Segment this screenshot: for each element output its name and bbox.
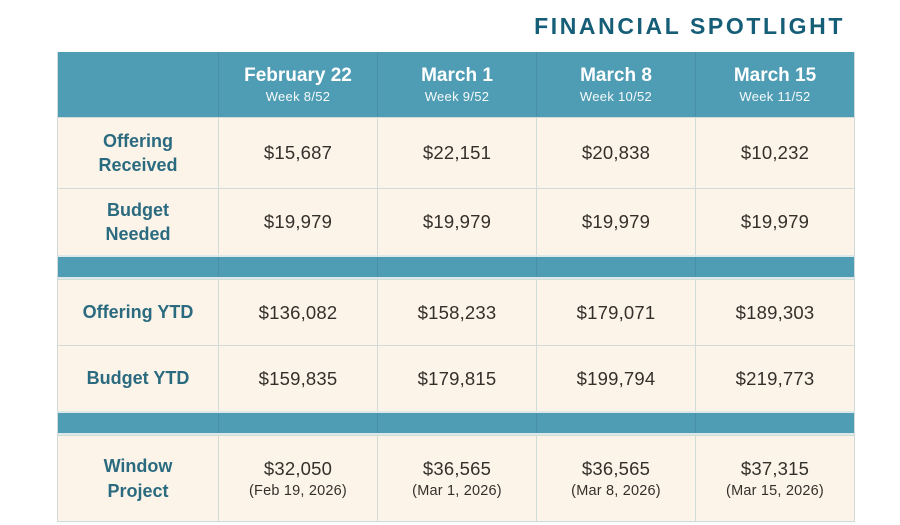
- table-cell: $19,979: [695, 189, 854, 255]
- table-row-offering-ytd: Offering YTD $136,082 $158,233 $179,071 …: [58, 279, 854, 345]
- column-header-mar-1: March 1 Week 9/52: [377, 52, 536, 117]
- table-row-budget-ytd: Budget YTD $159,835 $179,815 $199,794 $2…: [58, 345, 854, 411]
- table-header-row: February 22 Week 8/52 March 1 Week 9/52 …: [58, 52, 854, 117]
- table-cell: $15,687: [218, 118, 377, 188]
- cell-date: (Feb 19, 2026): [249, 483, 347, 499]
- column-header-mar-15: March 15 Week 11/52: [695, 52, 854, 117]
- table-cell: $10,232: [695, 118, 854, 188]
- table-row-window-project: Window Project $32,050 (Feb 19, 2026) $3…: [58, 435, 854, 521]
- table-cell: $32,050 (Feb 19, 2026): [218, 436, 377, 521]
- column-header-date: March 15: [733, 64, 817, 86]
- cell-amount: $37,315: [740, 458, 810, 479]
- column-header-week: Week 11/52: [739, 89, 811, 105]
- table-cell: $19,979: [536, 189, 695, 255]
- section-separator: [58, 411, 854, 435]
- table-cell: $22,151: [377, 118, 536, 188]
- table-cell: $158,233: [377, 280, 536, 345]
- cell-date: (Mar 1, 2026): [412, 483, 502, 499]
- table-cell: $199,794: [536, 346, 695, 411]
- table-row-budget-needed: Budget Needed $19,979 $19,979 $19,979 $1…: [58, 188, 854, 255]
- column-header-date: February 22: [244, 64, 352, 86]
- row-label: Budget YTD: [86, 368, 190, 389]
- row-label: Window Project: [103, 456, 173, 501]
- column-header-feb-22: February 22 Week 8/52: [218, 52, 377, 117]
- table-cell: $179,815: [377, 346, 536, 411]
- column-header-date: March 8: [580, 64, 652, 86]
- table-cell: $19,979: [377, 189, 536, 255]
- column-header-date: March 1: [421, 64, 493, 86]
- column-header-week: Week 10/52: [579, 89, 653, 105]
- table-cell: $36,565 (Mar 8, 2026): [536, 436, 695, 521]
- cell-amount: $36,565: [422, 458, 492, 479]
- cell-amount: $36,565: [581, 458, 651, 479]
- cell-amount: $32,050: [263, 458, 333, 479]
- table-cell: $189,303: [695, 280, 854, 345]
- row-label: Offering Received: [98, 130, 178, 175]
- table-cell: $179,071: [536, 280, 695, 345]
- column-header-mar-8: March 8 Week 10/52: [536, 52, 695, 117]
- table-cell: $219,773: [695, 346, 854, 411]
- table-cell: $19,979: [218, 189, 377, 255]
- column-header-week: Week 9/52: [424, 89, 490, 105]
- row-label: Offering YTD: [82, 302, 194, 323]
- cell-date: (Mar 15, 2026): [726, 483, 824, 499]
- column-header-week: Week 8/52: [265, 89, 331, 105]
- cell-date: (Mar 8, 2026): [571, 483, 661, 499]
- table-cell: $159,835: [218, 346, 377, 411]
- header-corner-cell: [58, 52, 218, 117]
- table-cell: $37,315 (Mar 15, 2026): [695, 436, 854, 521]
- row-label: Budget Needed: [105, 199, 171, 244]
- table-cell: $20,838: [536, 118, 695, 188]
- page-title: FINANCIAL SPOTLIGHT: [534, 13, 845, 39]
- table-cell: $136,082: [218, 280, 377, 345]
- table-cell: $36,565 (Mar 1, 2026): [377, 436, 536, 521]
- financial-table: February 22 Week 8/52 March 1 Week 9/52 …: [57, 52, 855, 522]
- section-separator: [58, 255, 854, 279]
- table-row-offering-received: Offering Received $15,687 $22,151 $20,83…: [58, 117, 854, 188]
